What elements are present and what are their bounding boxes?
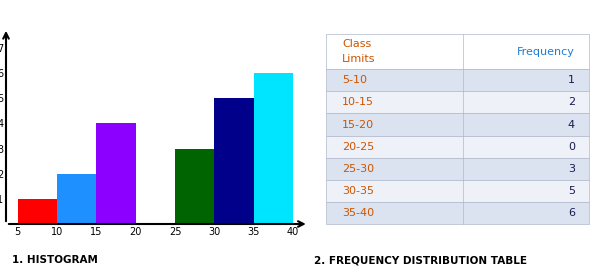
Text: 1. HISTOGRAM: 1. HISTOGRAM xyxy=(12,255,98,265)
Bar xyxy=(254,73,293,224)
Text: 4: 4 xyxy=(568,120,575,130)
Bar xyxy=(97,123,136,224)
Bar xyxy=(326,136,589,158)
Bar xyxy=(57,174,97,224)
Text: 3: 3 xyxy=(568,164,575,174)
Bar xyxy=(326,158,589,180)
Bar xyxy=(214,98,254,224)
Text: Class: Class xyxy=(342,39,371,49)
Text: 1: 1 xyxy=(568,75,575,85)
Bar xyxy=(326,180,589,202)
Text: Frequency: Frequency xyxy=(517,46,575,57)
Text: 2. FREQUENCY DISTRIBUTION TABLE: 2. FREQUENCY DISTRIBUTION TABLE xyxy=(314,255,527,265)
Text: 10-15: 10-15 xyxy=(342,97,374,108)
Bar xyxy=(175,149,214,224)
Bar xyxy=(326,91,589,113)
Bar xyxy=(326,113,589,136)
Bar xyxy=(326,34,589,69)
Bar xyxy=(18,199,57,224)
Bar xyxy=(326,69,589,91)
Text: 2: 2 xyxy=(568,97,575,108)
Text: 15-20: 15-20 xyxy=(342,120,374,130)
Text: 6: 6 xyxy=(568,208,575,218)
Text: 30-35: 30-35 xyxy=(342,186,374,196)
Text: 20-25: 20-25 xyxy=(342,142,374,152)
Text: 5-10: 5-10 xyxy=(342,75,367,85)
Text: 5: 5 xyxy=(568,186,575,196)
Bar xyxy=(326,202,589,224)
Text: 25-30: 25-30 xyxy=(342,164,374,174)
Text: 35-40: 35-40 xyxy=(342,208,374,218)
Text: 0: 0 xyxy=(568,142,575,152)
Text: Limits: Limits xyxy=(342,54,376,64)
